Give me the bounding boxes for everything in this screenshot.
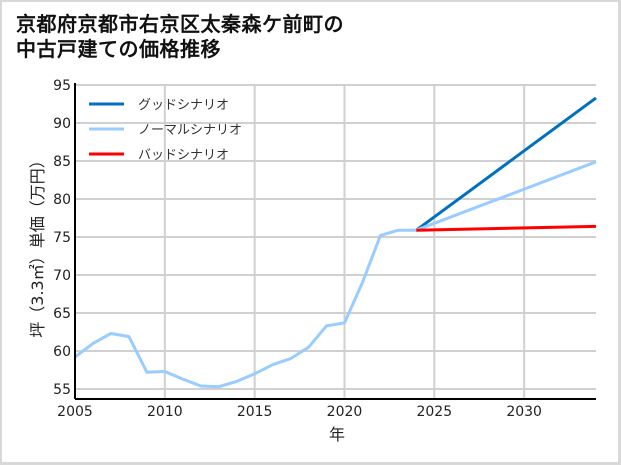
y-axis-label: 坪（3.3㎡）単価（万円） <box>28 152 47 337</box>
x-tick-label: 2015 <box>237 404 273 420</box>
y-tick-label: 55 <box>53 382 71 398</box>
title-line-2: 中古戸建ての価格推移 <box>16 37 221 61</box>
x-tick-label: 2005 <box>57 404 93 420</box>
y-tick-label: 75 <box>53 230 71 246</box>
y-tick-label: 90 <box>53 116 71 132</box>
legend-label: ノーマルシナリオ <box>138 123 242 138</box>
x-tick-label: 2010 <box>147 404 183 420</box>
series-line-2 <box>416 224 597 232</box>
x-tick-label: 2025 <box>416 404 452 420</box>
legend-label: バッドシナリオ <box>138 148 229 163</box>
y-tick-label: 65 <box>53 306 71 322</box>
x-tick-label: 2030 <box>506 404 542 420</box>
legend-label: グッドシナリオ <box>138 98 229 113</box>
y-tick-label: 60 <box>53 344 71 360</box>
y-tick-label: 85 <box>53 154 71 170</box>
title-line-1: 京都府京都市右京区太秦森ケ前町の <box>16 12 344 36</box>
series-line-0 <box>415 96 597 232</box>
y-tick-label: 95 <box>53 78 71 94</box>
chart-title: 京都府京都市右京区太秦森ケ前町の 中古戸建ての価格推移 <box>16 12 344 62</box>
x-tick-label: 2020 <box>327 404 363 420</box>
y-tick-label: 80 <box>53 192 71 208</box>
y-tick-label: 70 <box>53 268 71 284</box>
series-line-1 <box>74 160 597 389</box>
x-axis-label: 年 <box>329 425 345 444</box>
